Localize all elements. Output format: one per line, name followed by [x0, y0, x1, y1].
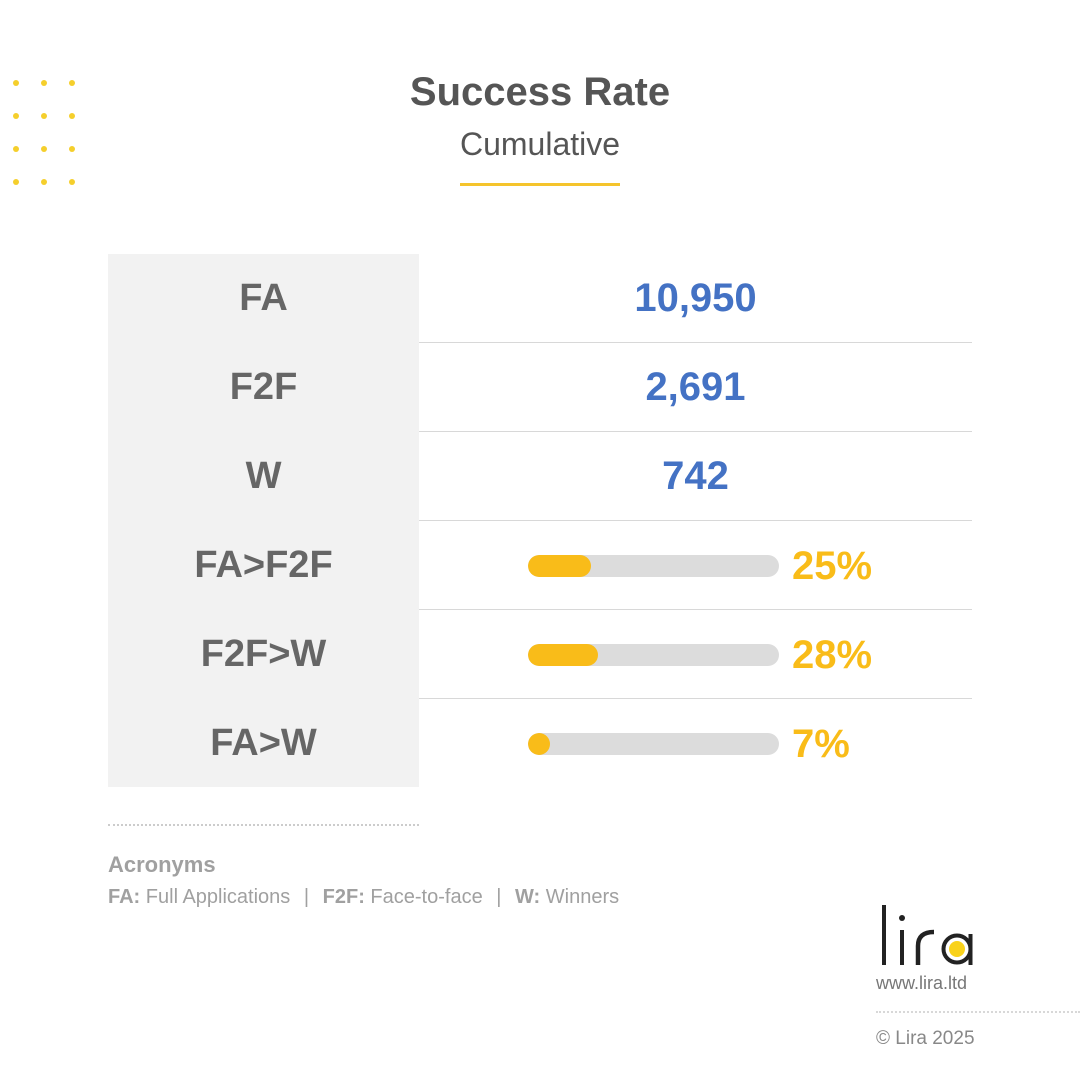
row-label: FA: [239, 277, 288, 319]
progress-bar-fill: [528, 733, 550, 755]
row-divider: [419, 431, 972, 432]
row-label: F2F>W: [200, 633, 327, 675]
row-label: F2F: [229, 366, 298, 408]
table-row: W 742: [108, 432, 972, 521]
label-column-background: [108, 254, 419, 787]
copyright-text: © Lira 2025: [876, 1028, 975, 1049]
percent-label: 7%: [792, 722, 850, 766]
acronym-abbr: F2F:: [322, 886, 365, 908]
title-underline: [460, 183, 620, 186]
acronyms-heading: Acronyms: [108, 852, 216, 877]
acronym-abbr: W:: [515, 886, 541, 908]
table-row: FA>F2F 25%: [108, 521, 972, 610]
progress-bar-track: [528, 733, 779, 755]
row-label: W: [245, 455, 282, 497]
row-value: 742: [662, 454, 729, 498]
row-divider: [419, 698, 972, 699]
table-row: FA>W 7%: [108, 699, 972, 788]
table-row: F2F 2,691: [108, 343, 972, 432]
row-label: FA>F2F: [194, 544, 333, 586]
acronym-meaning: Winners: [545, 886, 620, 908]
table-row: FA 10,950: [108, 254, 972, 343]
row-value: 10,950: [634, 276, 757, 320]
page-subtitle: Cumulative: [459, 126, 621, 162]
acronym-abbr: FA:: [108, 886, 141, 908]
acronyms-list: FA: Full Applications | F2F: Face-to-fac…: [108, 886, 619, 909]
row-divider: [419, 342, 972, 343]
progress-bar-track: [528, 644, 779, 666]
acronym-separator: |: [303, 886, 310, 908]
lira-logo: [882, 905, 973, 965]
progress-bar-fill: [528, 644, 599, 666]
row-divider: [419, 520, 972, 521]
percent-label: 25%: [792, 544, 873, 588]
page-title: Success Rate: [409, 70, 671, 114]
acronym-meaning: Face-to-face: [370, 886, 483, 908]
acronym-meaning: Full Applications: [145, 886, 291, 908]
progress-bar-fill: [528, 555, 591, 577]
row-value: 2,691: [645, 365, 746, 409]
footer-divider: [876, 1011, 1080, 1013]
decorative-dot-grid: [10, 77, 80, 187]
percent-label: 28%: [792, 633, 873, 677]
acronyms-divider: [108, 824, 419, 826]
website-url: www.lira.ltd: [876, 973, 968, 993]
acronym-separator: |: [496, 886, 502, 908]
progress-bar-track: [528, 555, 779, 577]
row-label: FA>W: [210, 722, 317, 764]
row-divider: [419, 609, 972, 610]
table-row: F2F>W 28%: [108, 610, 972, 699]
